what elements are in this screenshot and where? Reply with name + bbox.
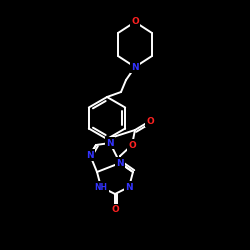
Text: O: O <box>111 206 119 214</box>
Text: O: O <box>146 116 154 126</box>
Text: N: N <box>106 138 114 147</box>
Text: N: N <box>86 150 94 160</box>
Text: O: O <box>131 18 139 26</box>
Text: O: O <box>128 140 136 149</box>
Text: N: N <box>125 182 133 192</box>
Text: N: N <box>116 158 124 168</box>
Text: NH: NH <box>94 182 108 192</box>
Text: N: N <box>131 62 139 72</box>
